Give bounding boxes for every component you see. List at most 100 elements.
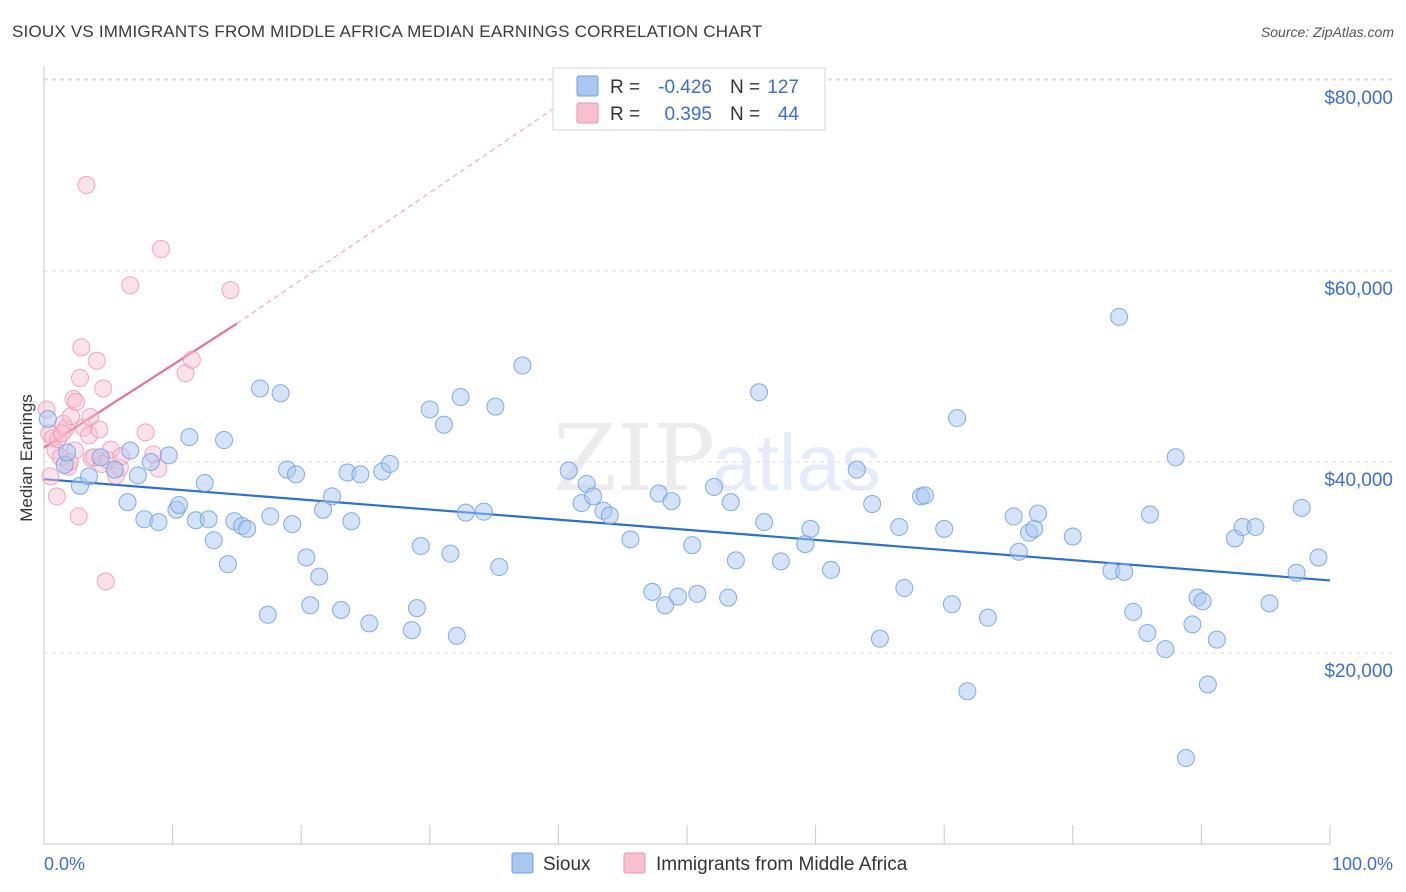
sioux-point — [474, 502, 493, 521]
sioux-point — [1124, 602, 1143, 621]
sioux-point — [490, 558, 509, 577]
immigrants-swatch — [576, 102, 599, 124]
sioux-point — [895, 579, 914, 598]
watermark-zip: ZIP — [553, 405, 715, 512]
legend-r-label: R = — [610, 104, 640, 125]
sioux-point — [451, 388, 470, 407]
immigrants-legend-swatch — [623, 852, 646, 874]
sioux-point — [447, 626, 466, 645]
immigrants-point — [90, 420, 109, 439]
sioux-point — [559, 461, 578, 480]
immigrants-point — [71, 368, 90, 387]
sioux-point — [486, 397, 505, 416]
sioux-point — [822, 560, 841, 579]
sioux-point — [332, 601, 351, 620]
y-axis-label: Median Earnings — [17, 394, 36, 522]
sioux-point — [310, 567, 329, 586]
sioux-point — [847, 460, 866, 479]
sioux-point — [942, 595, 961, 614]
sioux-point — [380, 454, 399, 473]
sioux-point — [1138, 623, 1157, 642]
y-tick-labels: $20,000 $40,000 $60,000 $80,000 — [1324, 88, 1393, 682]
sioux-point — [105, 460, 124, 479]
immigrants-point — [67, 392, 86, 411]
sioux-point — [1156, 640, 1175, 659]
sioux-point — [118, 493, 137, 512]
sioux-point — [948, 409, 967, 428]
sioux-point — [1166, 448, 1185, 467]
sioux-point — [1193, 592, 1212, 611]
immigrants-point — [53, 424, 72, 443]
sioux-point — [434, 415, 453, 434]
sioux-point — [958, 682, 977, 701]
immigrants-point — [87, 351, 106, 370]
sioux-swatch — [576, 75, 599, 97]
sioux-point — [1063, 527, 1082, 546]
sioux-point — [170, 495, 189, 514]
sioux-point — [870, 629, 889, 648]
sioux-point — [915, 486, 934, 505]
series-legend: Sioux Immigrants from Middle Africa — [511, 852, 908, 875]
immigrants-point — [62, 407, 81, 426]
axes — [43, 66, 1331, 845]
sioux-point — [1183, 615, 1202, 634]
legend-n-label: N = — [730, 77, 760, 98]
sioux-point — [890, 517, 909, 536]
x-axis-min-label: 0.0% — [44, 854, 85, 874]
sioux-point — [726, 551, 745, 570]
sioux-point — [750, 383, 769, 402]
sioux-point — [149, 513, 168, 532]
sioux-point — [1207, 630, 1226, 649]
immigrants-point — [94, 379, 113, 398]
y-tick-label: $20,000 — [1324, 661, 1393, 682]
sioux-point — [656, 596, 675, 615]
legend-r-value: -0.426 — [658, 77, 712, 98]
sioux-point — [643, 582, 662, 601]
sioux-point — [668, 587, 687, 606]
sioux-point — [513, 356, 532, 375]
sioux-legend-swatch — [511, 852, 534, 874]
sioux-point — [935, 519, 954, 538]
sioux-point — [402, 621, 421, 640]
sioux-point — [1029, 504, 1048, 523]
sioux-point — [1260, 594, 1279, 613]
sioux-point — [1004, 507, 1023, 526]
immigrants-point — [152, 240, 171, 259]
watermark: ZIP atlas — [553, 405, 881, 512]
sioux-point — [456, 503, 475, 522]
sioux-point — [584, 487, 603, 506]
y-tick-label: $60,000 — [1324, 279, 1393, 300]
sioux-point — [342, 512, 361, 531]
sioux-point — [218, 555, 237, 574]
sioux-point — [283, 515, 302, 534]
sioux-point — [91, 448, 110, 467]
sioux-point — [1025, 519, 1044, 538]
sioux-point — [287, 465, 306, 484]
sioux-point — [683, 536, 702, 555]
immigrants-point — [182, 350, 201, 369]
immigrants-point — [221, 281, 240, 300]
sioux-point — [251, 379, 270, 398]
sioux-point — [258, 605, 277, 624]
sioux-point — [199, 510, 218, 529]
immigrants-point — [121, 276, 140, 295]
sioux-point — [1309, 548, 1328, 567]
immigrants-point — [136, 423, 155, 442]
sioux-point — [407, 599, 426, 618]
correlation-legend: R = -0.426 N = 127 R = 0.395 N = 44 — [552, 67, 826, 131]
sioux-point — [180, 428, 199, 447]
sioux-point — [351, 465, 370, 484]
sioux-point — [801, 519, 820, 538]
sioux-point — [215, 431, 234, 450]
sioux-point — [420, 400, 439, 419]
sioux-point — [297, 548, 316, 567]
sioux-point — [796, 535, 815, 554]
sioux-point — [128, 466, 147, 485]
sioux-point — [621, 530, 640, 549]
sioux-point — [360, 614, 379, 633]
sioux-point — [1246, 517, 1265, 536]
sioux-point — [978, 608, 997, 627]
source-label: Source: ZipAtlas.com — [1260, 24, 1394, 40]
y-tick-label: $80,000 — [1324, 88, 1393, 109]
sioux-point — [688, 584, 707, 603]
